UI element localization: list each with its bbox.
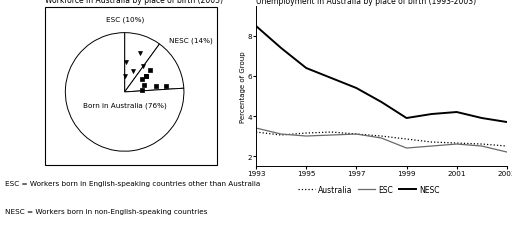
Text: ESC = Workers born in English-speaking countries other than Australia: ESC = Workers born in English-speaking c… — [5, 180, 261, 186]
Legend: Australia, ESC, NESC: Australia, ESC, NESC — [295, 182, 442, 197]
Wedge shape — [124, 45, 184, 93]
NESC — [378, 101, 385, 104]
ESC — [253, 127, 259, 130]
Point — [142, 74, 150, 78]
Australia — [479, 143, 485, 146]
Text: Unemployment in Australia by place of birth (1993-2003): Unemployment in Australia by place of bi… — [256, 0, 476, 6]
Point — [136, 52, 144, 55]
ESC — [429, 145, 435, 148]
Australia — [504, 145, 510, 148]
Point — [152, 85, 160, 88]
ESC — [504, 151, 510, 154]
Text: Workforce in Australia by place of birth (2003): Workforce in Australia by place of birth… — [45, 0, 223, 5]
Wedge shape — [66, 33, 184, 152]
ESC — [328, 134, 334, 137]
ESC — [378, 137, 385, 140]
ESC — [278, 133, 284, 136]
Point — [140, 84, 148, 88]
Point — [137, 78, 145, 82]
NESC — [504, 121, 510, 124]
Australia — [278, 134, 284, 137]
Line: NESC: NESC — [256, 27, 507, 122]
Text: NESC = Workers born in non-English-speaking countries: NESC = Workers born in non-English-speak… — [5, 208, 208, 214]
Australia — [353, 133, 359, 136]
Australia — [253, 131, 259, 134]
NESC — [278, 47, 284, 50]
Australia — [378, 135, 385, 138]
NESC — [429, 113, 435, 116]
Australia — [454, 142, 460, 145]
ESC — [403, 147, 410, 150]
Point — [162, 85, 170, 88]
NESC — [454, 111, 460, 114]
Australia — [429, 141, 435, 144]
NESC — [353, 87, 359, 90]
ESC — [303, 135, 309, 138]
Text: NESC (14%): NESC (14%) — [169, 37, 213, 44]
Australia — [328, 131, 334, 134]
ESC — [454, 143, 460, 146]
Point — [142, 75, 151, 79]
Line: ESC: ESC — [256, 128, 507, 152]
Point — [138, 89, 146, 92]
Wedge shape — [124, 33, 159, 93]
NESC — [479, 117, 485, 120]
Text: Born in Australia (76%): Born in Australia (76%) — [83, 102, 166, 109]
ESC — [479, 145, 485, 148]
NESC — [253, 25, 259, 28]
Point — [121, 75, 129, 78]
NESC — [328, 77, 334, 80]
NESC — [403, 117, 410, 120]
Y-axis label: Percentage of Group: Percentage of Group — [240, 51, 246, 122]
Australia — [403, 138, 410, 141]
Australia — [303, 132, 309, 135]
NESC — [303, 67, 309, 70]
Point — [129, 70, 137, 73]
Point — [121, 61, 130, 64]
Line: Australia: Australia — [256, 132, 507, 146]
Point — [139, 65, 147, 69]
Text: ESC (10%): ESC (10%) — [105, 16, 144, 23]
Point — [146, 69, 154, 73]
ESC — [353, 133, 359, 136]
